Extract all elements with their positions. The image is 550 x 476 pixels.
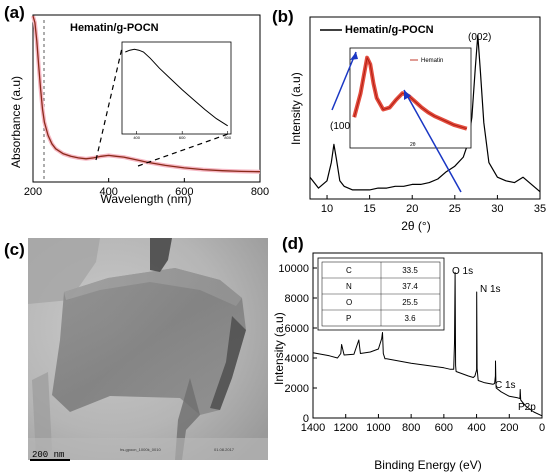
- panel-d-x-tick-label: 800: [402, 422, 420, 434]
- panel-d-xticks: 1400 1200 1000 800 600 400 200 0: [301, 414, 545, 434]
- panel-b-inset-xlabel: 2θ: [410, 142, 416, 148]
- panel-b-series: [309, 34, 541, 193]
- panel-d-xlabel: Binding Energy (eV): [374, 458, 481, 472]
- panel-a: (a) Absorbance (a.u) Wavelength (nm) 200…: [4, 3, 269, 206]
- panel-a-inset-frame: [121, 41, 232, 135]
- panel-a-inset-tick-label: 600: [179, 135, 186, 140]
- panel-a-zoom-line-1: [95, 47, 123, 161]
- panel-d-y-tick-label: 10000: [278, 263, 309, 275]
- panel-b-x-tick-label: 25: [449, 203, 461, 215]
- panel-b-xlabel: 2θ (°): [401, 219, 430, 233]
- panel-b-arrowhead-2: [404, 90, 411, 100]
- panel-d-x-tick-label: 0: [539, 422, 545, 434]
- panel-a-x-tick-label: 800: [251, 186, 269, 198]
- panel-b-arrow-2: [403, 89, 462, 193]
- panel-a-xticks: 200 400 600 800: [24, 178, 269, 198]
- peak-label-p2p: P2p: [518, 402, 536, 413]
- panel-b-x-tick-label: 15: [364, 203, 376, 215]
- panel-a-series: [31, 15, 261, 174]
- panel-a-frame: [32, 14, 261, 183]
- panel-d-x-tick-label: 400: [467, 422, 485, 434]
- table-value-cell: 25.5: [402, 298, 418, 307]
- panel-c: (c) hs-gpocn_1000k_0010 01.08.2017 200 n…: [4, 238, 268, 461]
- composition-table: C 33.5 N 37.4 O 25.5 P 3.6: [317, 257, 445, 331]
- table-value-cell: 3.6: [404, 314, 416, 323]
- table-element-cell: N: [346, 282, 352, 291]
- panel-b-inset-legend: Hematin: [421, 58, 443, 64]
- panel-a-xlabel: Wavelength (nm): [101, 192, 192, 206]
- panel-d: (d) Intensity (a.u) Binding Energy (eV) …: [272, 234, 545, 472]
- panel-b-frame: [309, 16, 541, 200]
- panel-a-legend: Hematin/g-POCN: [70, 22, 159, 34]
- panel-b-peak-100: (100): [330, 121, 353, 132]
- panel-b-legend: Hematin/g-POCN: [345, 24, 434, 36]
- panel-b-ylabel: Intensity (a.u): [289, 72, 303, 145]
- panel-b-x-tick-label: 30: [491, 203, 503, 215]
- panel-a-series-line: [32, 15, 261, 173]
- svg-text:01.08.2017: 01.08.2017: [214, 447, 235, 452]
- panel-d-y-tick-label: 0: [303, 413, 309, 425]
- panel-b-arrowhead-1: [350, 52, 358, 60]
- scalebar-label: 200 nm: [32, 450, 64, 460]
- panel-a-inset-tick-label: 400: [133, 135, 140, 140]
- table-element-cell: P: [346, 314, 351, 323]
- panel-d-y-tick-label: 8000: [285, 293, 309, 305]
- panel-a-x-tick-label: 400: [99, 186, 117, 198]
- panel-d-series-line: [312, 272, 543, 417]
- panel-a-inset-line: [125, 48, 228, 127]
- panel-b-x-tick-label: 10: [321, 203, 333, 215]
- panel-b-x-tick-label: 35: [534, 203, 546, 215]
- panel-b-xticks: 10 15 20 25 30 35: [321, 195, 546, 215]
- peak-label-o1s: O 1s: [452, 266, 473, 277]
- panel-a-inset: 400 600 800: [125, 48, 232, 140]
- panel-b-peak-002: (002): [468, 32, 491, 43]
- panel-a-x-tick-label: 200: [24, 186, 42, 198]
- panel-d-yticks: 0 2000 4000 6000 8000 10000: [278, 263, 317, 425]
- panel-d-y-tick-label: 6000: [285, 323, 309, 335]
- panel-a-inset-tick-label: 800: [224, 135, 231, 140]
- panel-d-x-tick-label: 600: [435, 422, 453, 434]
- table-element-cell: O: [346, 298, 352, 307]
- panel-b-label: (b): [272, 7, 294, 26]
- panel-d-series: [312, 272, 543, 417]
- panel-d-x-tick-label: 1000: [366, 422, 390, 434]
- peak-label-c1s: C 1s: [495, 380, 516, 391]
- svg-text:hs-gpocn_1000k_0010: hs-gpocn_1000k_0010: [120, 447, 161, 452]
- panel-a-ylabel: Absorbance (a.u): [9, 76, 23, 168]
- panel-a-zoom-line-2: [137, 132, 232, 167]
- panel-d-x-tick-label: 200: [500, 422, 518, 434]
- panel-d-y-tick-label: 2000: [285, 383, 309, 395]
- panel-a-x-tick-label: 600: [175, 186, 193, 198]
- tem-micrograph: hs-gpocn_1000k_0010 01.08.2017 200 nm: [28, 238, 268, 461]
- table-value-cell: 37.4: [402, 282, 418, 291]
- panel-d-x-tick-label: 1200: [333, 422, 357, 434]
- panel-d-x-tick-label: 1400: [301, 422, 325, 434]
- panel-b: (b) Intensity (a.u) 2θ (°) 10 15 20 25 30 35 …: [272, 7, 546, 233]
- panel-b-x-tick-label: 20: [406, 203, 418, 215]
- panel-a-label: (a): [4, 3, 25, 22]
- peak-label-n1s: N 1s: [480, 284, 501, 295]
- panel-b-arrow-1: [331, 51, 357, 111]
- panel-d-frame: [312, 252, 543, 419]
- panel-c-label: (c): [4, 240, 25, 259]
- panel-b-series-line: [309, 34, 541, 193]
- panel-d-y-tick-label: 4000: [285, 353, 309, 365]
- table-value-cell: 33.5: [402, 266, 418, 275]
- table-element-cell: C: [346, 266, 352, 275]
- panel-d-label: (d): [282, 234, 304, 253]
- panel-d-ylabel: Intensity (a.u): [272, 312, 286, 385]
